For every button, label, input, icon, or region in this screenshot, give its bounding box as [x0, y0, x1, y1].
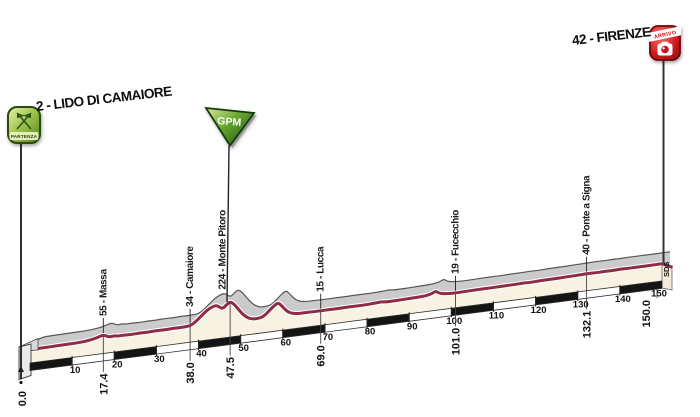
waypoint-name-label: 55 - Massa — [98, 269, 109, 316]
waypoint-name-label: 15 - Lucca — [316, 246, 327, 292]
waypoint-name-label: 40 - Ponte a Signa — [582, 175, 593, 255]
waypoint-lucca: 15 - Lucca 69.0 — [316, 246, 328, 367]
gpm-sign: GPM — [202, 100, 258, 155]
distance-tick-label-80: 80 — [365, 327, 376, 338]
distance-tick-label-70: 70 — [323, 332, 334, 343]
distance-tick-label-130: 130 — [573, 299, 589, 310]
photo-finish-icon — [657, 41, 673, 56]
waypoint-ponte-a-signa: 40 - Ponte a Signa 132.1 — [582, 175, 594, 338]
credit-label: SDS — [662, 262, 671, 277]
waypoint-km-label: 101.0 — [451, 328, 463, 356]
waypoint-name-label: 34 - Camaiore — [185, 246, 196, 307]
distance-tick-label-120: 120 — [531, 305, 547, 316]
waypoint-firenze: 150.0 — [641, 300, 653, 328]
gpm-triangle-icon: GPM — [204, 106, 257, 148]
elevation-profile-line — [29, 262, 663, 352]
waypoint-monte-pitoro: 224 - Monte Pitoro 47.5 — [218, 210, 238, 379]
distance-tick-label-30: 30 — [154, 354, 165, 365]
profile-3d-shadow-edge — [19, 251, 671, 352]
waypoint-km-label: 38.0 — [185, 362, 197, 383]
distance-tick-label-20: 20 — [112, 360, 123, 371]
distance-tick-label-100: 100 — [446, 316, 462, 327]
waypoint-lido-di-camaiore: 0.0 — [17, 391, 29, 406]
waypoint-massa: 55 - Massa 17.4 — [98, 269, 110, 395]
waypoint-km-label: 0.0 — [17, 391, 29, 406]
start-sign: PARTENZA — [7, 106, 41, 149]
waypoint-name-label: 224 - Monte Pitoro — [218, 210, 229, 290]
distance-tick-label-40: 40 — [196, 349, 207, 360]
crossed-flags-icon — [16, 112, 32, 130]
gpm-label: GPM — [217, 115, 242, 129]
waypoint-km-label: 132.1 — [582, 311, 594, 339]
arrivo-icon: ARRIVO — [647, 25, 683, 61]
gpm-sign-pole — [226, 145, 230, 303]
waypoint-km-label: 150.0 — [641, 300, 653, 328]
waypoint-name-label: 19 - Fucecchio — [451, 210, 462, 274]
distance-tick-label-150: 150 — [651, 288, 667, 299]
waypoint-km-label: 17.4 — [98, 373, 110, 395]
distance-tick-label-50: 50 — [238, 343, 249, 354]
distance-tick-label-10: 10 — [70, 365, 81, 376]
right-cap-profile-edge — [661, 262, 673, 269]
distance-tick-label-110: 110 — [489, 310, 504, 321]
finish-sign: ARRIVO — [647, 25, 683, 66]
partenza-label: PARTENZA — [11, 134, 38, 139]
distance-tick-label-90: 90 — [407, 321, 418, 332]
waypoint-camaiore: 34 - Camaiore 38.0 — [185, 246, 197, 384]
arrivo-label: ARRIVO — [654, 30, 678, 41]
waypoint-fucecchio: 19 - Fucecchio 101.0 — [451, 210, 463, 356]
waypoint-km-label: 69.0 — [316, 345, 328, 366]
partenza-icon: PARTENZA — [7, 106, 41, 144]
start-zero-dot — [19, 380, 23, 385]
waypoint-km-label: 47.5 — [225, 357, 237, 378]
elevation-profile-area — [30, 263, 662, 363]
distance-tick-label-140: 140 — [615, 294, 631, 305]
start-zero-arrow — [18, 366, 24, 372]
distance-tick-label-60: 60 — [281, 338, 292, 349]
